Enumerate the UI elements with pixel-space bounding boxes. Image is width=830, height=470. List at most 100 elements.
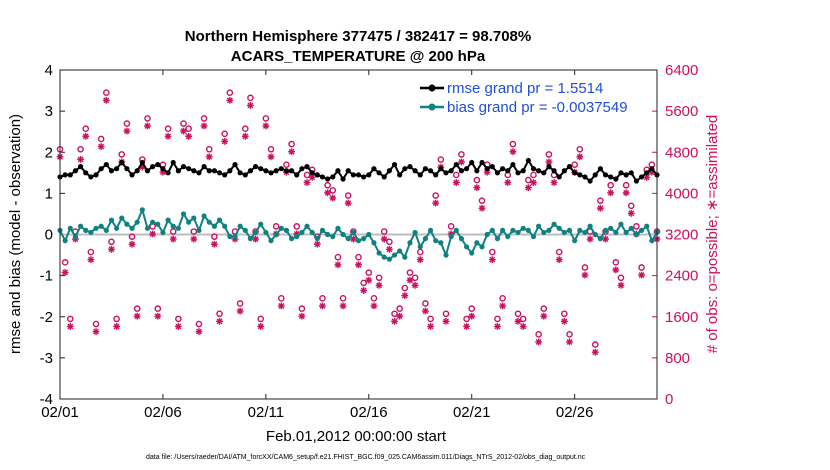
asterisk-stroke: [123, 128, 130, 135]
obs-assimilated-point: [396, 312, 404, 320]
y-left-tick-label: 0: [45, 227, 53, 244]
asterisk-stroke: [479, 205, 485, 212]
asterisk-stroke: [82, 133, 89, 140]
obs-possible-point: [103, 89, 110, 97]
asterisk-stroke: [288, 148, 295, 155]
obs-assimilated-point: [411, 281, 419, 289]
y-right-tick-label: 5600: [665, 103, 698, 120]
bias-point: [124, 221, 130, 227]
obs-possible-point: [236, 300, 244, 307]
rmse-point: [633, 178, 640, 184]
rmse-point: [458, 168, 465, 174]
rmse-point: [484, 166, 490, 172]
obs-possible-point: [164, 125, 172, 132]
obs-possible-point: [288, 140, 295, 148]
rmse-point: [638, 174, 645, 180]
y-right-tick-label: 2400: [665, 268, 698, 285]
obs-assimilated-point: [566, 338, 573, 346]
bias-point: [536, 223, 542, 229]
asterisk-stroke: [612, 266, 619, 273]
rmse-point: [175, 168, 181, 174]
obs-possible-point: [319, 295, 326, 302]
rmse-point: [355, 172, 362, 178]
asterisk-stroke: [432, 200, 439, 207]
y-left-tick-labels: 4 3 2 1 0 -1 -2 -3 -4: [40, 62, 53, 408]
rmse-point: [88, 174, 94, 180]
obs-assimilated-point: [113, 323, 121, 330]
rmse-point: [294, 172, 300, 178]
y-left-tick-label: 4: [45, 62, 53, 79]
bias-point: [500, 227, 506, 233]
rmse-point: [258, 166, 264, 172]
rmse-point: [525, 157, 531, 164]
x-tick-label: 02/26: [556, 404, 594, 421]
rmse-point: [520, 168, 526, 174]
rmse-point: [77, 164, 84, 170]
obs-possible-point: [375, 274, 383, 282]
bias-point: [67, 225, 73, 231]
obs-assimilated-point: [277, 302, 285, 310]
asterisk-stroke: [98, 143, 105, 150]
rmse-point: [386, 168, 392, 174]
y-left-tick-label: -1: [40, 268, 53, 285]
bias-point: [180, 211, 187, 217]
asterisk-stroke: [592, 349, 599, 356]
obs-assimilated-point: [108, 245, 115, 253]
obs-assimilated-point: [422, 307, 429, 315]
bias-point: [463, 244, 470, 250]
obs-possible-point: [298, 305, 306, 312]
asterisk-stroke: [396, 313, 403, 320]
obs-assimilated-point: [87, 256, 95, 264]
bias-point: [628, 225, 634, 231]
obs-possible-point: [458, 151, 465, 158]
bias-point: [299, 229, 305, 236]
rmse-point: [345, 168, 351, 174]
y-right-tick-label: 800: [665, 350, 690, 367]
bias-point: [139, 207, 145, 213]
rmse-point: [366, 172, 372, 178]
obs-possible-point: [437, 156, 445, 163]
obs-possible-point: [416, 248, 424, 256]
asterisk-stroke: [489, 256, 496, 263]
obs-possible-point: [66, 315, 74, 323]
asterisk-stroke: [443, 318, 449, 325]
bias-point: [175, 225, 181, 231]
rmse-point: [309, 170, 315, 176]
bias-point: [103, 227, 109, 233]
obs-possible-point: [97, 135, 105, 143]
obs-possible-point: [396, 305, 403, 312]
rmse-point: [108, 168, 115, 174]
rmse-point: [299, 166, 305, 172]
obs-possible-point: [571, 161, 578, 168]
obs-possible-point: [355, 253, 362, 261]
obs-assimilated-point: [432, 199, 440, 207]
x-tick-label: 02/21: [453, 404, 491, 421]
rmse-point: [608, 174, 614, 180]
asterisk-stroke: [345, 200, 352, 207]
obs-assimilated-point: [401, 292, 409, 300]
rmse-point: [134, 168, 140, 174]
y-right-axis-label: # of obs: o=possible; ∗=assimilated: [704, 115, 721, 354]
rmse-point: [186, 166, 192, 172]
rmse-point: [263, 168, 269, 174]
obs-assimilated-point: [313, 240, 321, 248]
obs-possible-point: [118, 151, 126, 158]
bias-point: [530, 233, 537, 240]
bias-point: [340, 231, 346, 238]
obs-possible-point: [324, 181, 331, 189]
obs-possible-point: [360, 279, 367, 287]
obs-possible-point: [447, 223, 455, 230]
bias-point: [77, 223, 84, 229]
bias-point: [402, 254, 408, 260]
obs-possible-point: [406, 269, 414, 276]
obs-possible-point: [247, 94, 254, 102]
obs-assimilated-point: [174, 323, 182, 330]
rmse-point: [500, 166, 506, 172]
asterisk-stroke: [535, 338, 542, 345]
obs-assimilated-point: [288, 148, 295, 156]
rmse-point: [422, 166, 429, 172]
rmse-point: [536, 168, 542, 174]
bias-point: [525, 227, 531, 233]
obs-possible-point: [61, 259, 69, 266]
obs-assimilated-point: [591, 348, 599, 356]
